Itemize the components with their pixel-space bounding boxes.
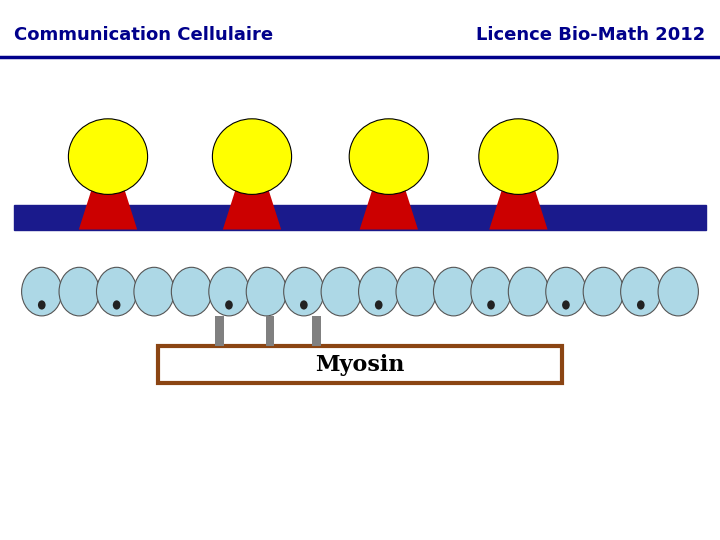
Ellipse shape [212, 119, 292, 194]
Ellipse shape [471, 267, 511, 316]
Ellipse shape [225, 300, 233, 309]
Text: Communication Cellulaire: Communication Cellulaire [14, 26, 274, 44]
FancyBboxPatch shape [312, 316, 321, 346]
FancyBboxPatch shape [158, 346, 562, 383]
Ellipse shape [375, 300, 382, 309]
Ellipse shape [658, 267, 698, 316]
Polygon shape [78, 184, 137, 230]
Ellipse shape [209, 267, 249, 316]
Ellipse shape [22, 267, 62, 316]
Ellipse shape [621, 267, 661, 316]
Ellipse shape [546, 267, 586, 316]
Polygon shape [223, 184, 281, 230]
FancyBboxPatch shape [215, 316, 224, 346]
Ellipse shape [113, 300, 120, 309]
Text: Myosin: Myosin [315, 354, 405, 375]
Text: Licence Bio-Math 2012: Licence Bio-Math 2012 [477, 26, 706, 44]
Ellipse shape [359, 267, 399, 316]
Ellipse shape [321, 267, 361, 316]
Ellipse shape [68, 119, 148, 194]
Ellipse shape [508, 267, 549, 316]
Ellipse shape [433, 267, 474, 316]
Ellipse shape [583, 267, 624, 316]
Ellipse shape [300, 300, 307, 309]
Ellipse shape [349, 119, 428, 194]
Ellipse shape [59, 267, 99, 316]
Ellipse shape [487, 300, 495, 309]
Ellipse shape [562, 300, 570, 309]
Ellipse shape [134, 267, 174, 316]
Ellipse shape [479, 119, 558, 194]
FancyBboxPatch shape [14, 205, 706, 229]
Ellipse shape [284, 267, 324, 316]
Polygon shape [360, 184, 418, 230]
Polygon shape [490, 184, 547, 230]
Ellipse shape [171, 267, 212, 316]
FancyBboxPatch shape [266, 316, 274, 346]
Ellipse shape [637, 300, 644, 309]
Ellipse shape [246, 267, 287, 316]
Ellipse shape [96, 267, 137, 316]
Ellipse shape [396, 267, 436, 316]
Ellipse shape [38, 300, 45, 309]
